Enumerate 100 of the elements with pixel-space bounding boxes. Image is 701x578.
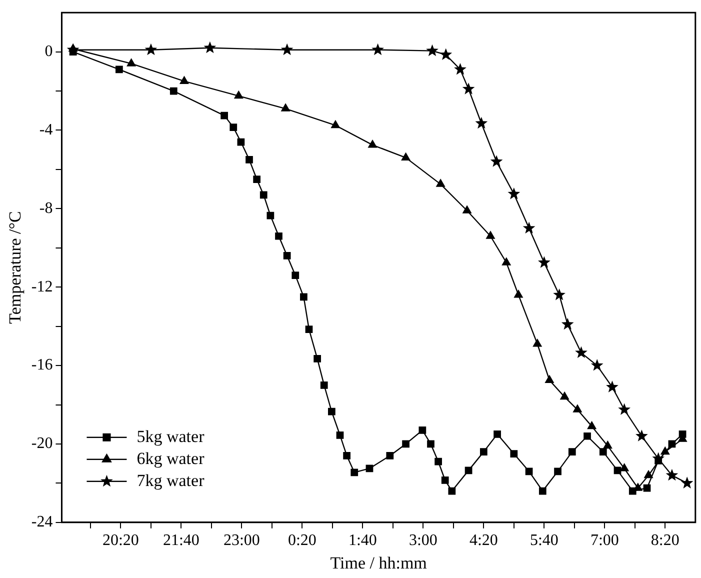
point <box>237 138 245 146</box>
x-tick-label: 21:40 <box>162 532 200 550</box>
point <box>418 426 426 434</box>
point <box>510 450 518 458</box>
point <box>575 346 588 358</box>
point <box>628 487 636 495</box>
x-tick-label: 20:20 <box>102 532 139 550</box>
x-tick-label: 1:40 <box>348 532 377 550</box>
point <box>280 43 294 56</box>
point <box>644 470 653 478</box>
x-tick-label: 0:20 <box>288 532 316 550</box>
point <box>462 206 472 214</box>
y-tick-label: -20 <box>31 435 53 452</box>
point <box>652 452 665 464</box>
point <box>253 176 261 183</box>
point <box>266 212 274 220</box>
point <box>666 468 678 481</box>
point <box>401 152 410 160</box>
point <box>584 432 591 440</box>
y-tick-label: -4 <box>39 121 53 138</box>
point <box>386 452 394 460</box>
point <box>561 318 574 330</box>
point <box>292 272 300 280</box>
x-axis-title: Time / hh:mm <box>330 553 427 572</box>
point <box>116 66 123 74</box>
y-tick-label: -16 <box>31 356 53 374</box>
point <box>680 476 694 488</box>
point <box>587 421 596 430</box>
legend-label: 5kg water <box>136 426 205 446</box>
point <box>170 87 178 95</box>
point <box>454 62 466 75</box>
point <box>599 448 607 456</box>
x-tick-label: 5:40 <box>530 532 558 550</box>
point <box>525 468 533 476</box>
legend-label: 6kg water <box>136 448 205 468</box>
point <box>480 448 488 456</box>
point <box>614 466 622 474</box>
point <box>314 354 321 362</box>
point <box>230 124 238 131</box>
point <box>144 43 158 56</box>
point <box>532 338 542 347</box>
point <box>490 155 503 167</box>
point <box>553 288 566 300</box>
point <box>220 112 228 120</box>
point <box>426 44 438 56</box>
point <box>434 458 442 466</box>
x-tick-label: 23:00 <box>223 532 260 550</box>
point <box>372 43 384 56</box>
point <box>328 408 336 416</box>
point <box>436 179 445 187</box>
point <box>678 430 686 438</box>
point <box>494 430 501 438</box>
point <box>475 116 488 129</box>
point <box>180 76 189 84</box>
point <box>538 256 550 268</box>
point <box>260 191 268 199</box>
point <box>441 476 449 484</box>
point <box>545 375 554 383</box>
point <box>275 232 282 240</box>
point <box>336 431 344 439</box>
point <box>331 120 340 128</box>
point <box>204 41 216 54</box>
point <box>366 464 374 472</box>
point <box>350 468 358 476</box>
point <box>606 380 618 392</box>
point <box>246 156 253 164</box>
point <box>573 404 582 412</box>
legend-label: 7kg water <box>136 470 205 490</box>
point <box>618 403 630 415</box>
point <box>427 440 434 448</box>
point <box>66 43 80 56</box>
point <box>464 466 472 474</box>
y-tick-label: -12 <box>31 278 53 296</box>
point <box>538 487 546 495</box>
point <box>402 440 410 448</box>
point <box>300 293 308 301</box>
point <box>320 381 328 389</box>
point <box>486 231 495 239</box>
point <box>514 290 523 298</box>
point <box>554 468 562 476</box>
point <box>462 82 475 94</box>
x-tick-label: 3:00 <box>408 532 438 550</box>
point <box>560 392 569 400</box>
point <box>343 452 350 460</box>
point <box>448 487 456 495</box>
point <box>668 440 676 448</box>
point <box>283 252 291 260</box>
point <box>440 48 452 60</box>
y-tick-label: -24 <box>31 514 53 531</box>
x-tick-label: 8:20 <box>650 532 680 550</box>
point <box>234 90 244 99</box>
point <box>502 258 511 266</box>
point <box>126 58 136 66</box>
point <box>281 104 290 112</box>
point <box>603 440 612 449</box>
y-axis-title: Temperature /°C <box>6 211 25 324</box>
point <box>305 326 313 333</box>
x-tick-label: 4:20 <box>469 532 498 550</box>
point <box>522 222 536 234</box>
x-tick-label: 7:00 <box>590 532 619 550</box>
